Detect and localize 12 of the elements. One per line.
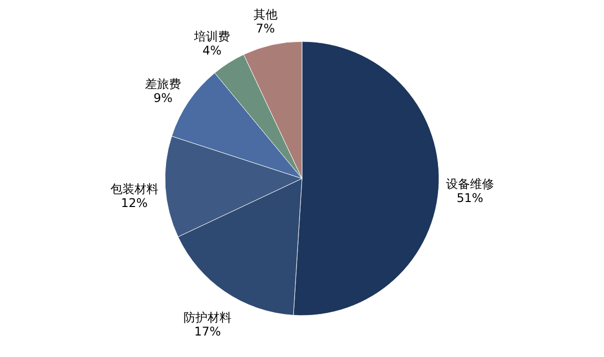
slice-label: 设备维修 <box>446 176 494 191</box>
data-label: 9% <box>154 91 173 106</box>
data-label: 17% <box>194 324 221 338</box>
data-label: 7% <box>256 22 275 36</box>
slice-label: 其他 <box>253 8 278 22</box>
data-label: 12% <box>120 196 148 210</box>
slice-label: 防护材料 <box>184 310 232 324</box>
slice-label: 包装材料 <box>110 182 158 196</box>
data-label: 4% <box>202 44 222 58</box>
slice-label: 差旅费 <box>145 77 182 92</box>
slice-label: 培训费 <box>192 30 230 44</box>
data-label: 51% <box>456 190 484 205</box>
